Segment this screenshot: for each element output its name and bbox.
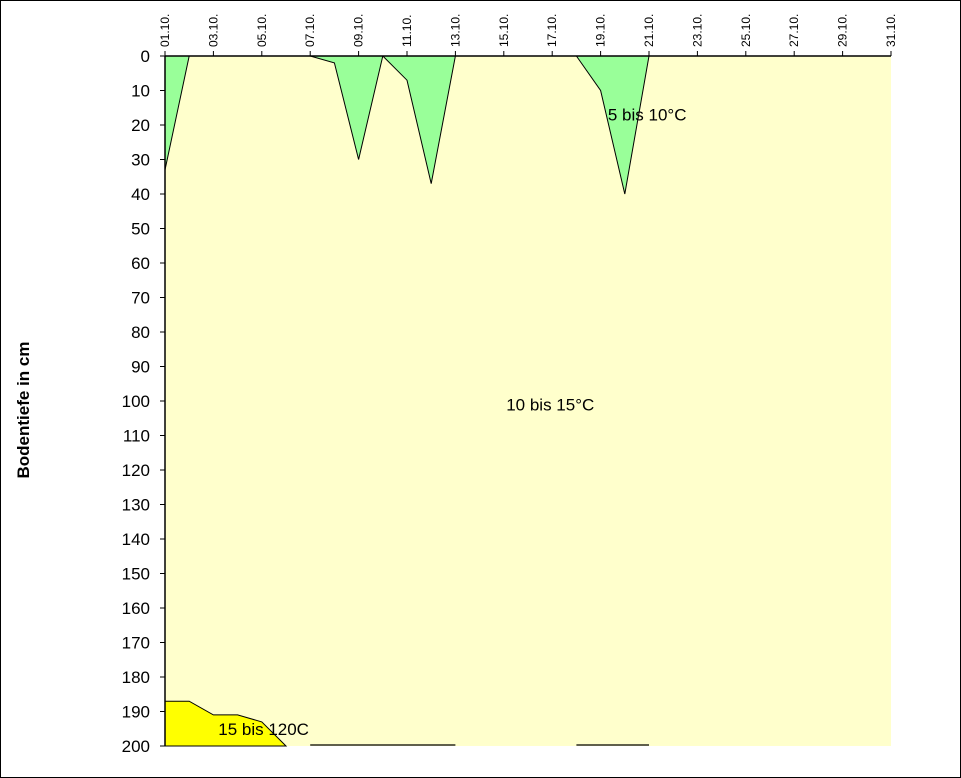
y-tick-label: 100 <box>122 392 150 411</box>
x-tick-label: 31.10. <box>884 14 898 47</box>
y-tick-label: 50 <box>131 220 150 239</box>
x-tick-label: 19.10. <box>594 14 608 47</box>
y-tick-label: 150 <box>122 565 150 584</box>
y-tick-label: 70 <box>131 289 150 308</box>
y-tick-label: 30 <box>131 151 150 170</box>
x-tick-label: 15.10. <box>497 14 511 47</box>
x-tick-label: 13.10. <box>448 14 462 47</box>
y-tick-label: 110 <box>123 427 150 446</box>
x-tick-label: 09.10. <box>352 14 366 47</box>
x-tick-label: 29.10. <box>836 14 850 47</box>
x-tick-label: 05.10. <box>255 14 269 47</box>
y-tick-label: 160 <box>122 599 150 618</box>
x-tick-label: 25.10. <box>739 14 753 47</box>
y-tick-label: 20 <box>131 116 150 135</box>
region-15-bis-120c-0 <box>164 700 288 747</box>
y-tick-label: 0 <box>141 47 150 66</box>
y-tick-label: 40 <box>131 185 150 204</box>
x-tick-label: 03.10. <box>206 14 220 47</box>
x-tick-label: 07.10. <box>303 14 317 47</box>
y-tick-label: 90 <box>131 358 150 377</box>
y-tick-label: 80 <box>131 323 150 342</box>
region-label-0: 5 bis 10°C <box>608 106 687 125</box>
x-tick-label: 11.10. <box>400 15 414 47</box>
y-tick-label: 200 <box>122 737 150 756</box>
region-label-2: 15 bis 120C <box>218 720 309 739</box>
x-tick-label: 23.10. <box>690 14 704 47</box>
y-tick-label: 190 <box>122 703 150 722</box>
y-tick-label: 180 <box>122 668 150 687</box>
x-tick-label: 17.10. <box>545 14 559 47</box>
y-tick-label: 60 <box>131 254 150 273</box>
x-tick-label: 21.10. <box>642 14 656 47</box>
y-tick-label: 140 <box>122 530 150 549</box>
x-tick-label: 01.10. <box>158 14 172 47</box>
y-tick-label: 170 <box>122 634 150 653</box>
y-tick-label: 120 <box>122 461 150 480</box>
region-label-1: 10 bis 15°C <box>506 395 594 414</box>
y-tick-label: 130 <box>122 496 150 515</box>
y-tick-label: 10 <box>131 82 150 101</box>
plot-area <box>165 56 891 746</box>
x-tick-label: 27.10. <box>787 14 801 47</box>
